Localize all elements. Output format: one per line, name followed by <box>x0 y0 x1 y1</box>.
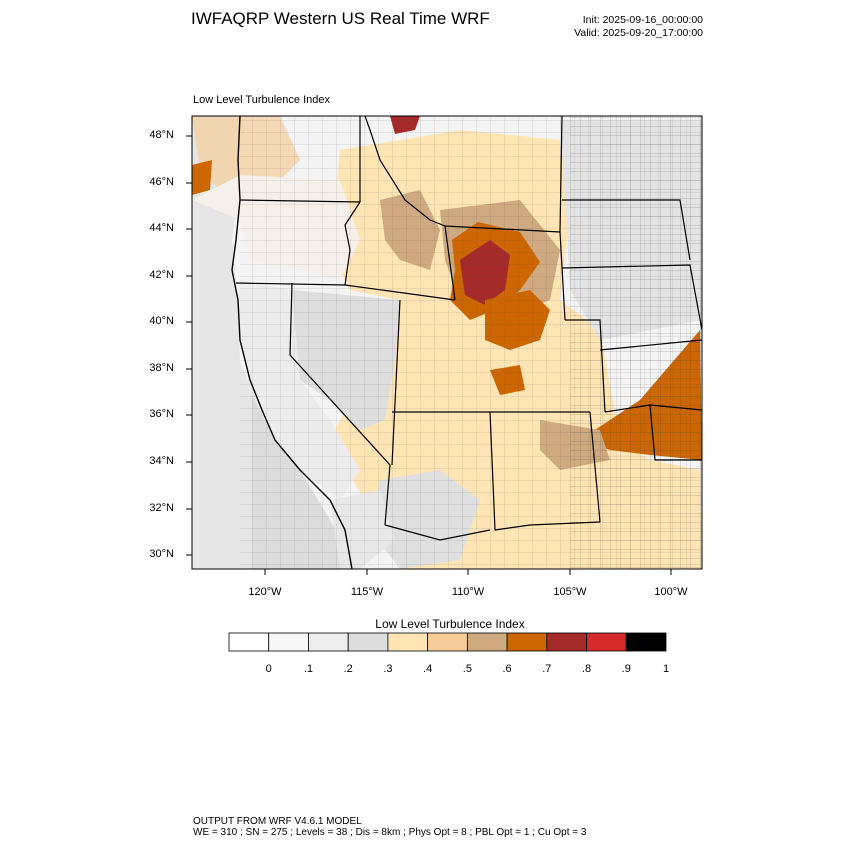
state-borders <box>235 116 702 541</box>
colorbar-label: .9 <box>621 663 631 675</box>
colorbar-label: .7 <box>542 663 552 675</box>
lat-label: 38°N <box>149 362 174 374</box>
colorbar-swatch <box>625 632 667 652</box>
colorbar-label: .4 <box>423 663 433 675</box>
lat-label: 34°N <box>149 455 174 467</box>
colorbar-label: 0 <box>265 663 272 675</box>
valid-time: Valid: 2025-09-20_17:00:00 <box>574 27 703 39</box>
field-label: Low Level Turbulence Index <box>193 94 330 106</box>
colorbar-label: .5 <box>462 663 472 675</box>
colorbar-swatch <box>506 632 548 652</box>
colorbar-swatch <box>228 632 270 652</box>
page-title: IWFAQRP Western US Real Time WRF <box>191 9 490 28</box>
colorbar-swatch <box>268 632 309 652</box>
colorbar-label: .2 <box>343 663 353 675</box>
lon-label: 115°W <box>350 586 384 598</box>
lat-label: 46°N <box>149 176 174 188</box>
colorbar-label: .6 <box>502 663 512 675</box>
lat-label: 48°N <box>149 129 174 141</box>
colorbar-swatch <box>347 632 389 652</box>
map-area <box>192 116 702 569</box>
colorbar-label: .8 <box>581 663 592 675</box>
lat-label: 42°N <box>149 269 174 281</box>
map-frame <box>191 115 703 570</box>
colorbar-swatch <box>387 632 429 652</box>
lon-label: 110°W <box>451 586 485 598</box>
colorbar-label: .3 <box>383 663 393 675</box>
lon-label: 105°W <box>553 586 587 598</box>
lat-label: 32°N <box>149 502 174 514</box>
model-config: WE = 310 ; SN = 275 ; Levels = 38 ; Dis … <box>193 827 587 838</box>
lat-label: 40°N <box>149 315 174 327</box>
colorbar-swatch <box>546 632 587 652</box>
lat-label: 36°N <box>149 408 174 420</box>
model-info: OUTPUT FROM WRF V4.6.1 MODEL WE = 310 ; … <box>193 816 586 838</box>
run-times: Init: 2025-09-16_00:00:00 Valid: 2025-09… <box>574 14 703 40</box>
colorbar <box>228 632 667 652</box>
init-time: Init: 2025-09-16_00:00:00 <box>582 14 703 26</box>
lon-label: 120°W <box>248 586 282 598</box>
lat-label: 44°N <box>149 222 174 234</box>
colorbar-label: .1 <box>303 663 314 675</box>
model-version: OUTPUT FROM WRF V4.6.1 MODEL <box>193 816 362 827</box>
colorbar-swatch <box>427 632 468 652</box>
colorbar-swatch <box>586 632 627 652</box>
colorbar-title: Low Level Turbulence Index <box>375 617 525 631</box>
colorbar-swatch <box>466 632 508 652</box>
coastline <box>231 116 353 569</box>
region-coast-high <box>192 160 212 195</box>
lon-label: 100°W <box>654 586 688 598</box>
colorbar-label: 1 <box>662 663 670 675</box>
axis-ticks <box>186 135 672 575</box>
colorbar-swatch <box>308 632 349 652</box>
lat-label: 30°N <box>149 548 174 560</box>
